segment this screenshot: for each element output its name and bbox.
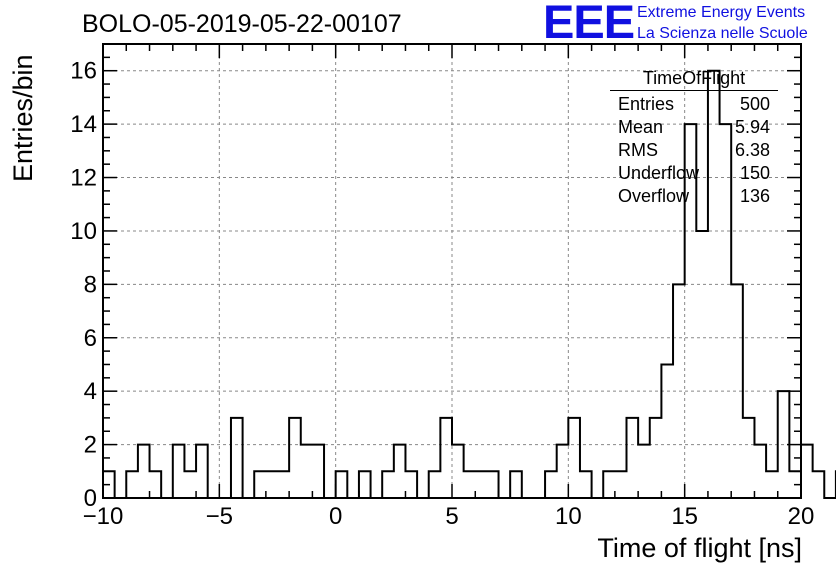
stats-label: RMS <box>618 140 658 160</box>
x-tick-label: −10 <box>83 503 124 530</box>
stats-label: Underflow <box>618 163 700 183</box>
y-tick-label: 2 <box>84 432 97 459</box>
logo-line-2: La Scienza nelle Scuole <box>637 25 808 42</box>
x-tick-label: 5 <box>445 503 458 530</box>
histogram-outline <box>103 69 836 499</box>
stats-value: 150 <box>739 163 770 183</box>
logo-mark: EEE <box>543 0 635 48</box>
logo-line-1: Extreme Energy Events <box>637 4 806 21</box>
stats-label: Mean <box>618 117 664 137</box>
stats-value: 136 <box>739 186 770 206</box>
stats-row-overflow: Overflow 136 <box>610 185 778 208</box>
chart-title: BOLO-05-2019-05-22-00107 <box>82 10 402 38</box>
y-axis-label: Entries/bin <box>8 54 38 182</box>
stats-value: 6.38 <box>734 140 770 160</box>
stats-row-mean: Mean 5.94 <box>610 116 778 139</box>
stats-value: 5.94 <box>734 117 770 137</box>
axis-ticks <box>102 43 802 499</box>
y-tick-label: 0 <box>84 485 97 512</box>
stats-box: TimeOfFlight Entries 500 Mean 5.94 RMS 6… <box>610 68 778 208</box>
y-tick-label: 4 <box>84 378 97 405</box>
y-tick-label: 16 <box>70 58 97 85</box>
stats-row-underflow: Underflow 150 <box>610 162 778 185</box>
stats-label: Entries <box>618 94 675 114</box>
stats-title: TimeOfFlight <box>610 68 778 91</box>
x-tick-label: 0 <box>329 503 342 530</box>
y-tick-label: 12 <box>70 165 97 192</box>
stats-label: Overflow <box>618 186 690 206</box>
stats-row-entries: Entries 500 <box>610 93 778 116</box>
y-tick-label: 14 <box>70 111 97 138</box>
x-tick-label: 10 <box>555 503 582 530</box>
x-tick-labels: −10 −5 0 5 10 15 20 <box>83 503 815 530</box>
x-tick-label: 15 <box>671 503 698 530</box>
eee-logo: EEE Extreme Energy Events La Scienza nel… <box>543 0 833 48</box>
y-tick-labels: 0 2 4 6 8 10 12 14 16 <box>70 58 97 512</box>
y-tick-label: 8 <box>84 271 97 298</box>
stats-row-rms: RMS 6.38 <box>610 139 778 162</box>
y-tick-label: 10 <box>70 218 97 245</box>
y-tick-label: 6 <box>84 325 97 352</box>
stats-value: 500 <box>739 94 770 114</box>
x-axis-label: Time of flight [ns] <box>597 533 802 563</box>
x-tick-label: 20 <box>788 503 815 530</box>
x-tick-label: −5 <box>206 503 233 530</box>
